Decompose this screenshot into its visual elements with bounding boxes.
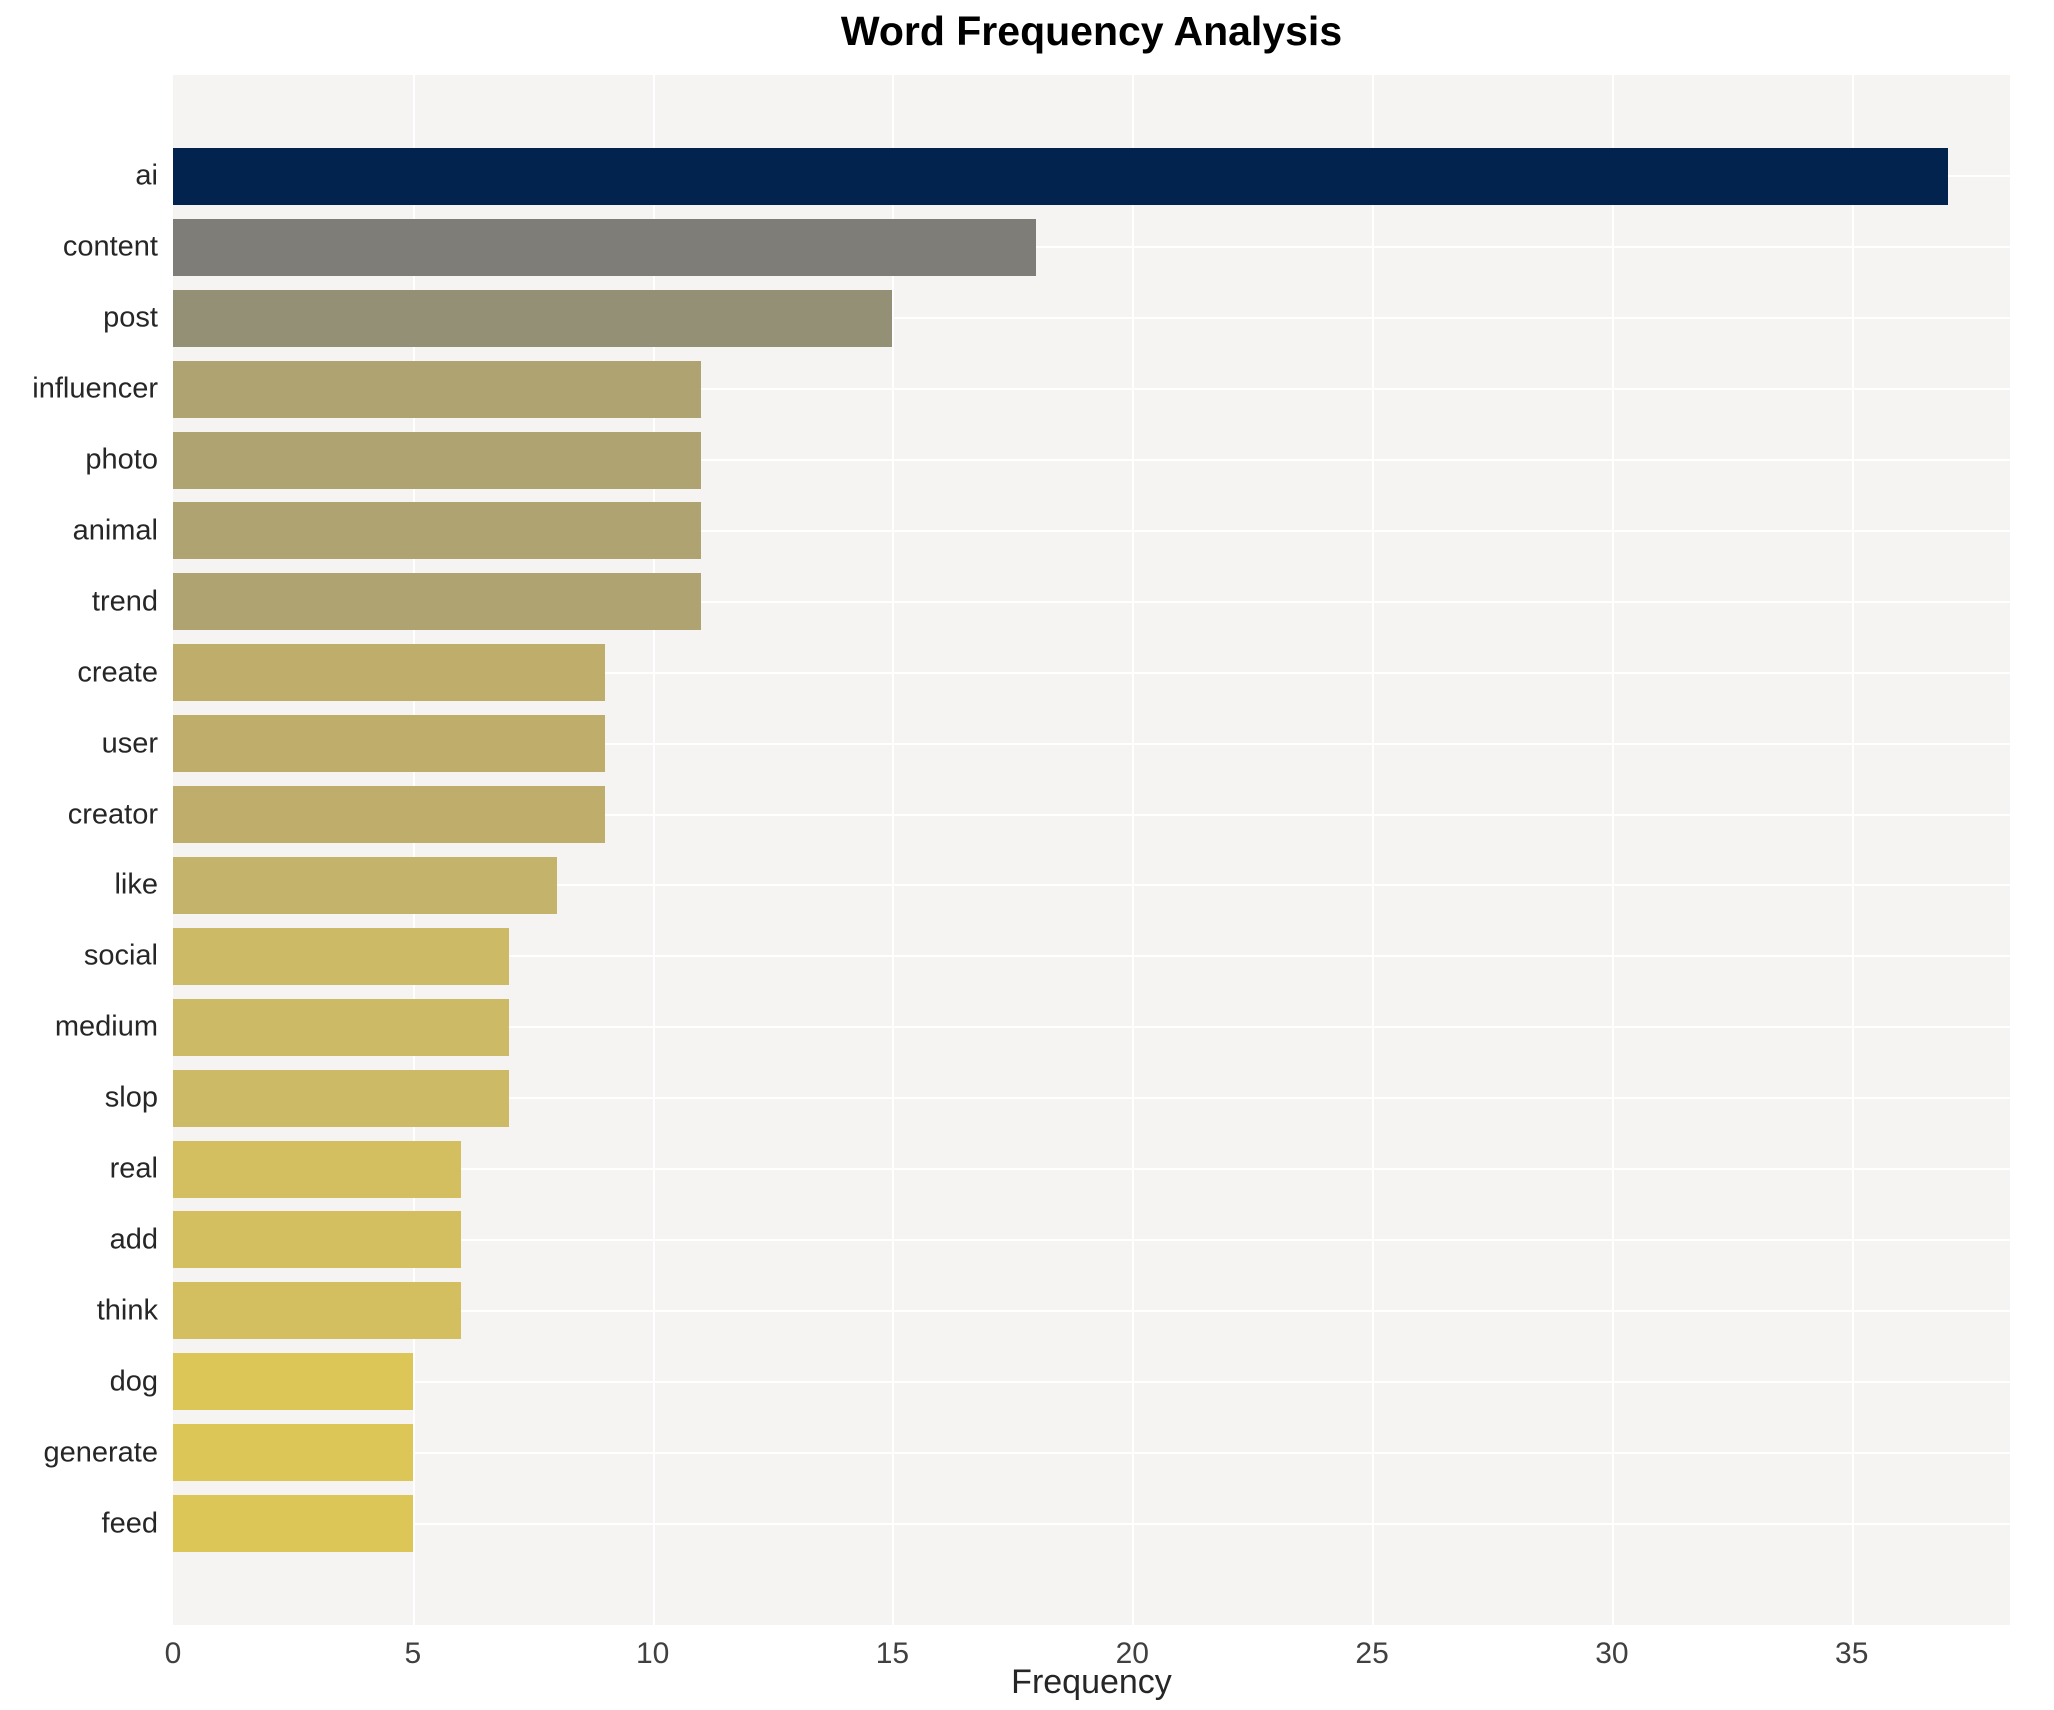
bar-ai xyxy=(173,147,1948,205)
horizontal-gridline xyxy=(173,884,2010,887)
bar-influencer xyxy=(173,360,701,418)
horizontal-gridline xyxy=(173,1451,2010,1454)
category-label-generate: generate xyxy=(43,1436,159,1469)
category-label-ai: ai xyxy=(135,159,158,192)
category-label-social: social xyxy=(83,939,158,972)
x-tick-label-15: 15 xyxy=(875,1637,910,1670)
category-label-post: post xyxy=(103,301,158,334)
vertical-gridline xyxy=(1851,75,1854,1625)
plot-area xyxy=(173,75,2010,1625)
horizontal-gridline xyxy=(173,246,2010,249)
vertical-gridline xyxy=(412,75,415,1625)
bar-like xyxy=(173,856,557,914)
x-axis-label: Frequency xyxy=(1011,1663,1172,1701)
bar-content xyxy=(173,218,1037,276)
horizontal-gridline xyxy=(173,742,2010,745)
vertical-gridline xyxy=(652,75,655,1625)
bar-medium xyxy=(173,998,509,1056)
bar-user xyxy=(173,715,605,773)
bar-slop xyxy=(173,1069,509,1127)
x-tick-label-35: 35 xyxy=(1835,1637,1869,1670)
category-label-like: like xyxy=(114,868,158,901)
bar-photo xyxy=(173,431,701,489)
category-label-photo: photo xyxy=(85,443,158,476)
vertical-gridline xyxy=(1611,75,1614,1625)
bar-animal xyxy=(173,502,701,560)
bar-social xyxy=(173,927,509,985)
bar-create xyxy=(173,644,605,702)
x-tick-label-30: 30 xyxy=(1595,1637,1629,1670)
category-label-content: content xyxy=(62,230,158,263)
bar-creator xyxy=(173,786,605,844)
horizontal-gridline xyxy=(173,388,2010,391)
category-label-animal: animal xyxy=(72,514,158,547)
horizontal-gridline xyxy=(173,955,2010,958)
category-label-add: add xyxy=(109,1223,158,1256)
horizontal-gridline xyxy=(173,1097,2010,1100)
horizontal-gridline xyxy=(173,1026,2010,1029)
x-tick-label-20: 20 xyxy=(1115,1637,1149,1670)
horizontal-gridline xyxy=(173,1522,2010,1525)
horizontal-gridline xyxy=(173,1168,2010,1171)
bar-real xyxy=(173,1140,461,1198)
horizontal-gridline xyxy=(173,1380,2010,1383)
bar-generate xyxy=(173,1424,413,1482)
vertical-gridline xyxy=(1372,75,1375,1625)
horizontal-gridline xyxy=(173,459,2010,462)
bar-trend xyxy=(173,573,701,631)
chart-title: Word Frequency Analysis xyxy=(840,8,1343,54)
category-label-trend: trend xyxy=(91,585,158,618)
x-tick-label-5: 5 xyxy=(404,1637,422,1670)
horizontal-gridline xyxy=(173,671,2010,674)
vertical-gridline xyxy=(1132,75,1135,1625)
x-tick-label-0: 0 xyxy=(164,1637,182,1670)
bar-think xyxy=(173,1282,461,1340)
bar-add xyxy=(173,1211,461,1269)
category-label-think: think xyxy=(96,1294,158,1327)
horizontal-gridline xyxy=(173,1309,2010,1312)
category-label-slop: slop xyxy=(104,1081,158,1114)
category-label-medium: medium xyxy=(54,1010,158,1043)
horizontal-gridline xyxy=(173,1238,2010,1241)
bar-post xyxy=(173,289,893,347)
category-label-create: create xyxy=(77,656,158,689)
category-label-influencer: influencer xyxy=(32,372,158,405)
category-label-dog: dog xyxy=(109,1365,158,1398)
x-tick-label-25: 25 xyxy=(1355,1637,1389,1670)
bar-feed xyxy=(173,1495,413,1553)
category-label-user: user xyxy=(101,727,158,760)
vertical-gridline xyxy=(892,75,895,1625)
horizontal-gridline xyxy=(173,529,2010,532)
x-tick-label-10: 10 xyxy=(635,1637,670,1670)
bar-dog xyxy=(173,1353,413,1411)
category-label-feed: feed xyxy=(101,1507,158,1540)
horizontal-gridline xyxy=(173,813,2010,816)
horizontal-gridline xyxy=(173,600,2010,603)
category-label-real: real xyxy=(109,1152,158,1185)
category-label-creator: creator xyxy=(67,798,158,831)
horizontal-gridline xyxy=(173,317,2010,320)
